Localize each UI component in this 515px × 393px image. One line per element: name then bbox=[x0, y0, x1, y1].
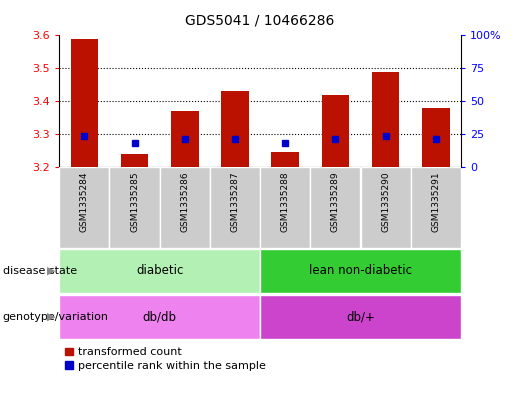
Text: GSM1335287: GSM1335287 bbox=[231, 171, 239, 232]
Text: db/+: db/+ bbox=[346, 310, 375, 323]
Bar bbox=[210, 167, 260, 248]
Bar bbox=[321, 95, 349, 167]
Text: disease state: disease state bbox=[3, 266, 77, 276]
Bar bbox=[271, 152, 299, 167]
Text: GSM1335286: GSM1335286 bbox=[180, 171, 189, 232]
Bar bbox=[59, 295, 260, 339]
Text: genotype/variation: genotype/variation bbox=[3, 312, 109, 322]
Bar bbox=[109, 167, 160, 248]
Bar bbox=[260, 295, 461, 339]
Bar bbox=[160, 167, 210, 248]
Text: GSM1335288: GSM1335288 bbox=[281, 171, 289, 232]
Text: ▶: ▶ bbox=[47, 266, 56, 276]
Text: diabetic: diabetic bbox=[136, 264, 183, 277]
Bar bbox=[422, 108, 450, 167]
Legend: transformed count, percentile rank within the sample: transformed count, percentile rank withi… bbox=[65, 347, 266, 371]
Text: GSM1335284: GSM1335284 bbox=[80, 171, 89, 231]
Text: lean non-diabetic: lean non-diabetic bbox=[309, 264, 412, 277]
Bar bbox=[59, 167, 109, 248]
Bar bbox=[171, 111, 199, 167]
Text: ▶: ▶ bbox=[47, 312, 56, 322]
Bar bbox=[59, 249, 260, 293]
Text: db/db: db/db bbox=[143, 310, 177, 323]
Text: GSM1335291: GSM1335291 bbox=[432, 171, 440, 232]
Text: GSM1335285: GSM1335285 bbox=[130, 171, 139, 232]
Bar bbox=[71, 39, 98, 167]
Text: GSM1335289: GSM1335289 bbox=[331, 171, 340, 232]
Text: GSM1335290: GSM1335290 bbox=[381, 171, 390, 232]
Bar bbox=[360, 167, 410, 248]
Bar bbox=[260, 249, 461, 293]
Text: GDS5041 / 10466286: GDS5041 / 10466286 bbox=[185, 14, 335, 28]
Bar bbox=[310, 167, 360, 248]
Bar bbox=[121, 154, 148, 167]
Bar bbox=[372, 72, 400, 167]
Bar bbox=[410, 167, 461, 248]
Bar bbox=[260, 167, 310, 248]
Bar bbox=[221, 91, 249, 167]
